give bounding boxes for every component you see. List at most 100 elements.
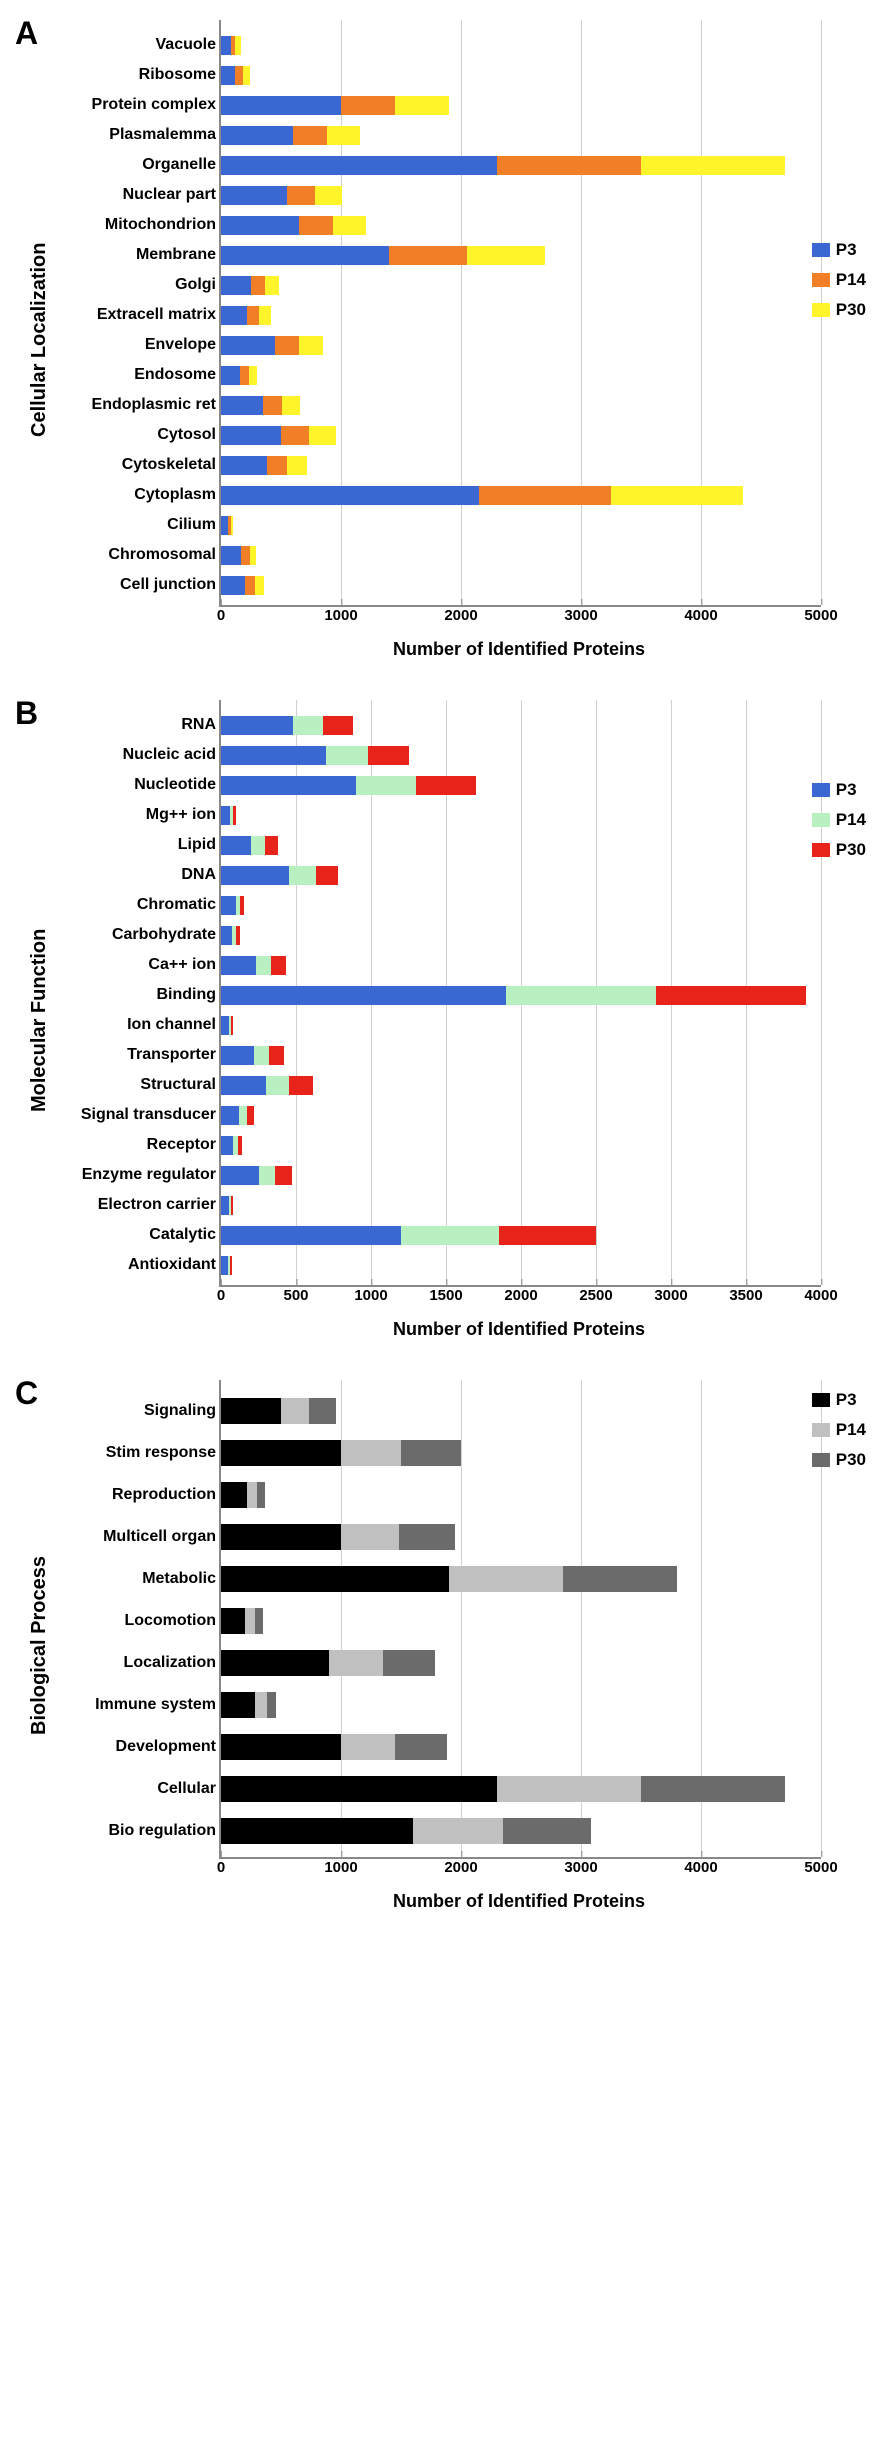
legend-swatch (812, 243, 830, 257)
bar-row: Cytoskeletal (221, 450, 821, 480)
bar-segment (240, 896, 244, 915)
legend-label: P30 (836, 840, 866, 860)
legend-item: P14 (812, 1420, 866, 1440)
bar-segment (221, 1692, 255, 1718)
category-label: Vacuole (56, 36, 221, 54)
bar-segment (221, 456, 267, 475)
bar-segment (221, 836, 251, 855)
bar-segment (309, 1398, 337, 1424)
bar-row: Endosome (221, 360, 821, 390)
legend: P3P14P30 (812, 1390, 866, 1470)
bar-segment (467, 246, 545, 265)
bar-segment (251, 836, 265, 855)
category-label: Transporter (56, 1046, 221, 1064)
bar-segment (230, 1256, 232, 1275)
category-label: Chromosomal (56, 546, 221, 564)
bar-segment (266, 1076, 289, 1095)
bar-row: Antioxidant (221, 1250, 821, 1280)
category-label: Membrane (56, 246, 221, 264)
x-tick-label: 2000 (444, 607, 477, 624)
x-tick-label: 500 (283, 1287, 308, 1304)
bar-segment (221, 716, 293, 735)
bar-segment (503, 1818, 591, 1844)
bar-segment (247, 306, 259, 325)
bar-segment (221, 246, 389, 265)
x-tick-label: 3000 (654, 1287, 687, 1304)
bar-segment (221, 216, 299, 235)
bar-row: Catalytic (221, 1220, 821, 1250)
y-axis-title: Molecular Function (20, 700, 59, 1340)
legend: P3P14P30 (812, 780, 866, 860)
bar-segment (221, 336, 275, 355)
bar-row: Cellular (221, 1768, 821, 1810)
bar-segment (641, 156, 785, 175)
y-axis-title: Cellular Localization (20, 20, 59, 660)
legend-label: P14 (836, 1420, 866, 1440)
bar-segment (329, 1650, 383, 1676)
bar-segment (315, 186, 343, 205)
bar-segment (281, 1398, 309, 1424)
category-label: Localization (56, 1654, 221, 1672)
category-label: Ca++ ion (56, 956, 221, 974)
category-label: Signaling (56, 1402, 221, 1420)
bar-segment (221, 1608, 245, 1634)
bar-row: Lipid (221, 830, 821, 860)
bar-row: Protein complex (221, 90, 821, 120)
bar-row: Membrane (221, 240, 821, 270)
bar-segment (236, 926, 240, 945)
bar-segment (259, 1166, 276, 1185)
bar-row: Locomotion (221, 1600, 821, 1642)
bar-segment (416, 776, 476, 795)
category-label: Locomotion (56, 1612, 221, 1630)
x-tick-label: 0 (217, 1859, 225, 1876)
legend: P3P14P30 (812, 240, 866, 320)
category-label: Mg++ ion (56, 806, 221, 824)
bar-row: Reproduction (221, 1474, 821, 1516)
x-tick-label: 2000 (504, 1287, 537, 1304)
bar-segment (275, 1166, 292, 1185)
bar-segment (263, 396, 282, 415)
legend-swatch (812, 813, 830, 827)
bar-segment (316, 866, 339, 885)
bar-segment (221, 1106, 239, 1125)
bar-segment (231, 516, 233, 535)
bar-segment (293, 716, 323, 735)
bar-segment (326, 746, 368, 765)
bar-segment (231, 1196, 233, 1215)
category-label: Electron carrier (56, 1196, 221, 1214)
bar-segment (395, 96, 449, 115)
bar-row: Envelope (221, 330, 821, 360)
bar-segment (221, 1076, 266, 1095)
x-tick-label: 4000 (684, 1859, 717, 1876)
bar-segment (221, 156, 497, 175)
bar-segment (221, 486, 479, 505)
bar-segment (497, 1776, 641, 1802)
legend-item: P30 (812, 840, 866, 860)
y-axis-title: Biological Process (20, 1380, 59, 1912)
bar-segment (271, 956, 286, 975)
bar-segment (479, 486, 611, 505)
x-axis-title: Number of Identified Proteins (219, 1319, 819, 1340)
bar-row: Development (221, 1726, 821, 1768)
category-label: RNA (56, 716, 221, 734)
x-tick-label: 0 (217, 1287, 225, 1304)
bar-segment (341, 1734, 395, 1760)
bar-segment (267, 456, 287, 475)
x-tick-label: 5000 (804, 1859, 837, 1876)
bar-segment (449, 1566, 563, 1592)
x-tick-label: 3000 (564, 607, 597, 624)
bar-row: DNA (221, 860, 821, 890)
bar-row: Vacuole (221, 30, 821, 60)
category-label: Ribosome (56, 66, 221, 84)
legend-item: P14 (812, 270, 866, 290)
bar-segment (221, 426, 281, 445)
bar-segment (267, 1692, 277, 1718)
category-label: Immune system (56, 1696, 221, 1714)
bar-segment (221, 366, 240, 385)
bar-segment (235, 36, 241, 55)
bar-segment (281, 426, 309, 445)
bar-segment (221, 1016, 229, 1035)
legend-item: P3 (812, 240, 866, 260)
bar-row: Signaling (221, 1390, 821, 1432)
bar-segment (309, 426, 337, 445)
